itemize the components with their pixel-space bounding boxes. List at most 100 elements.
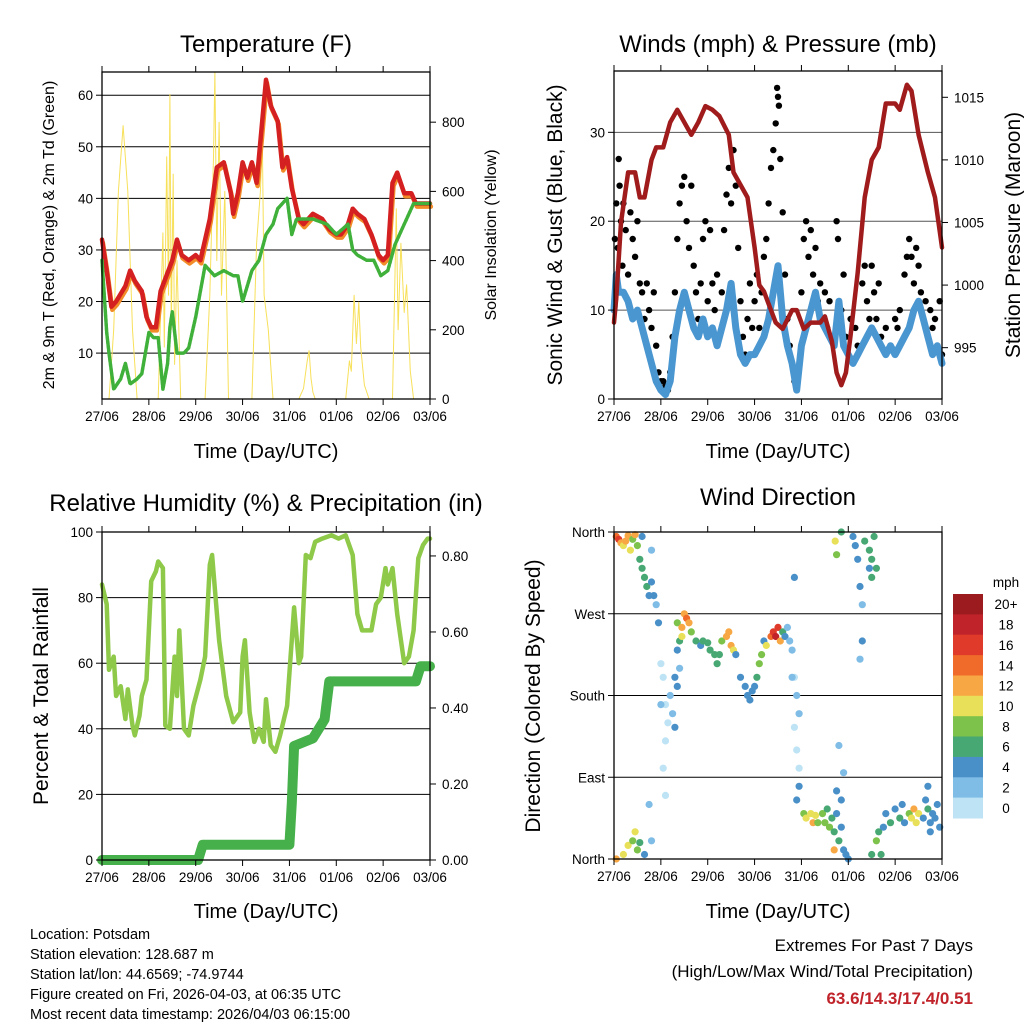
gust-point bbox=[817, 280, 824, 287]
direction-point bbox=[861, 537, 869, 545]
direction-point bbox=[626, 546, 635, 554]
y-right-tick-label: 0.40 bbox=[442, 701, 468, 716]
direction-point bbox=[802, 814, 810, 822]
gust-point bbox=[922, 298, 929, 305]
extremes-title: Extremes For Past 7 Days bbox=[775, 936, 973, 955]
y-tick-label: North bbox=[572, 852, 605, 867]
y-tick-label: 40 bbox=[78, 191, 93, 206]
direction-point bbox=[704, 639, 712, 647]
colorbar-swatch bbox=[953, 695, 983, 717]
gust-point bbox=[653, 342, 660, 349]
direction-point bbox=[872, 837, 881, 845]
y-right-tick-label: 1005 bbox=[954, 215, 984, 230]
x-tick-label: 28/06 bbox=[644, 869, 678, 884]
y-tick-label: 40 bbox=[78, 722, 93, 737]
direction-point bbox=[753, 673, 761, 681]
gust-point bbox=[903, 253, 911, 260]
gust-point bbox=[709, 280, 716, 287]
direction-point bbox=[868, 850, 876, 859]
y-tick-label: 60 bbox=[78, 656, 93, 671]
y-tick-label: 80 bbox=[78, 591, 93, 606]
gust-point bbox=[760, 253, 768, 260]
gust-point bbox=[744, 315, 751, 323]
y-tick-label: 20 bbox=[590, 214, 605, 229]
direction-point bbox=[882, 810, 890, 818]
winds-ylabel: Sonic Wind & Gust (Blue, Black) bbox=[544, 84, 567, 385]
direction-point bbox=[776, 637, 784, 645]
direction-point bbox=[886, 819, 895, 827]
direction-point bbox=[924, 782, 932, 790]
direction-point bbox=[831, 537, 839, 545]
direction-point bbox=[790, 573, 799, 582]
gust-point bbox=[807, 226, 814, 234]
direction-point bbox=[872, 564, 881, 572]
gust-point bbox=[645, 306, 653, 314]
direction-point bbox=[856, 655, 864, 663]
direction-point bbox=[849, 532, 857, 541]
gust-point bbox=[699, 235, 707, 243]
direction-point bbox=[924, 805, 932, 813]
x-tick-label: 28/06 bbox=[132, 409, 166, 424]
x-tick-label: 30/06 bbox=[226, 409, 260, 424]
plot-frame bbox=[101, 71, 431, 400]
plot-frame bbox=[101, 531, 431, 861]
gust-point bbox=[706, 226, 714, 234]
gust-point bbox=[774, 93, 782, 101]
gust-point bbox=[737, 298, 744, 305]
y-tick-label: 60 bbox=[78, 88, 93, 103]
direction-point bbox=[692, 637, 700, 645]
gust-point bbox=[812, 244, 819, 252]
direction-point bbox=[645, 800, 653, 809]
x-tick-label: 02/06 bbox=[366, 409, 400, 424]
direction-point bbox=[788, 646, 796, 654]
gust-point bbox=[678, 182, 686, 189]
x-tick-label: 02/06 bbox=[878, 409, 912, 424]
direction-point bbox=[814, 819, 822, 827]
gust-point bbox=[751, 298, 758, 305]
2m-t-line bbox=[99, 77, 433, 330]
info-latlon: Station lat/lon: 44.6569; -74.9744 bbox=[30, 967, 244, 983]
direction-point bbox=[624, 841, 632, 850]
x-tick-label: 27/06 bbox=[597, 869, 631, 884]
colorbar-swatch bbox=[953, 634, 983, 656]
direction-point bbox=[919, 814, 927, 822]
humidity-panel: Relative Humidity (%) & Precipitation (i… bbox=[30, 490, 483, 923]
gust-point bbox=[674, 235, 681, 243]
direction-point bbox=[793, 796, 801, 804]
y-tick-label: East bbox=[578, 770, 605, 785]
gust-point bbox=[739, 333, 747, 340]
colorbar-swatch bbox=[953, 777, 983, 799]
gust-point bbox=[723, 191, 730, 198]
direction-point bbox=[900, 819, 909, 827]
direction-point bbox=[926, 828, 934, 836]
direction-point bbox=[865, 546, 874, 554]
gust-point bbox=[619, 262, 626, 269]
direction-point bbox=[669, 710, 677, 718]
direction-point bbox=[622, 537, 630, 545]
direction-point bbox=[732, 651, 740, 659]
sonic-wind-line bbox=[610, 262, 946, 399]
x-tick-label: 28/06 bbox=[132, 870, 166, 885]
gust-point bbox=[821, 289, 829, 296]
winds-panel: Winds (mph) & Pressure (mb) Time (Day/UT… bbox=[544, 31, 1024, 463]
direction-point bbox=[633, 542, 642, 550]
gust-point bbox=[861, 262, 868, 269]
direction-point bbox=[640, 850, 649, 859]
gust-point bbox=[800, 235, 807, 243]
gust-point bbox=[643, 280, 650, 287]
x-tick-label: 29/06 bbox=[691, 869, 725, 884]
x-tick-label: 30/06 bbox=[226, 870, 260, 885]
gust-point bbox=[775, 102, 783, 109]
gust-point bbox=[770, 146, 777, 154]
series-layer bbox=[612, 528, 944, 863]
direction-point bbox=[795, 764, 803, 772]
colorbar-swatch bbox=[953, 716, 983, 738]
gust-point bbox=[781, 271, 789, 278]
gust-point bbox=[749, 324, 756, 332]
winds-xlabel: Time (Day/UTC) bbox=[706, 441, 851, 463]
gust-point bbox=[906, 235, 913, 243]
direction-point bbox=[629, 837, 637, 845]
y-right-tick-label: 400 bbox=[442, 254, 465, 269]
temperature-title: Temperature (F) bbox=[180, 31, 352, 58]
